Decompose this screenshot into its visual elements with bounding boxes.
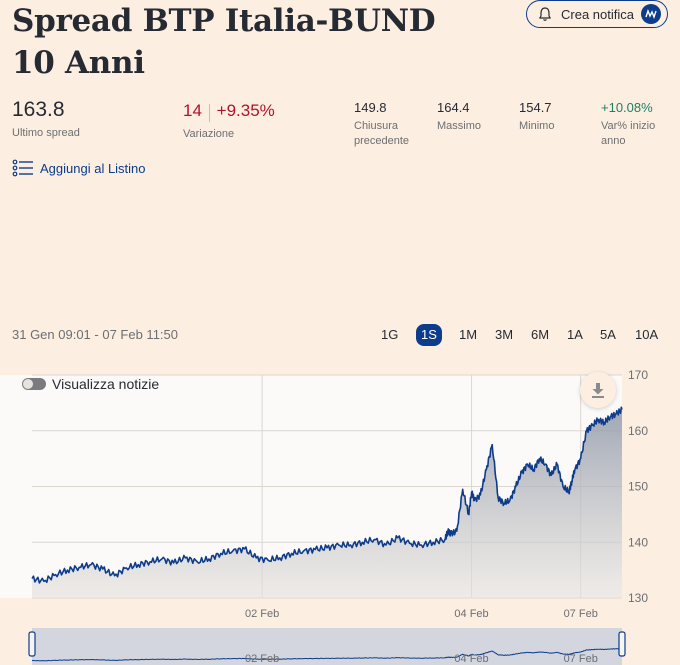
notification-badge-icon — [641, 4, 661, 24]
create-notification-label: Crea notifica — [561, 6, 634, 22]
news-toggle-knob — [23, 379, 33, 389]
x-tick-label-1: 04 Feb — [454, 608, 488, 620]
timeframe-1a[interactable]: 1A — [567, 327, 583, 342]
navigator-handle-right[interactable] — [618, 631, 626, 657]
min-label: Minimo — [519, 120, 555, 132]
prev-close-stat: 149.8 Chiusura precedente — [354, 100, 409, 149]
navigator-handle-left[interactable] — [28, 631, 36, 657]
x-tick-label-0: 02 Feb — [245, 608, 279, 620]
prev-close-value: 149.8 — [354, 100, 387, 115]
y-tick-label-130: 130 — [628, 591, 648, 605]
navigator-tick-label-0: 02 Feb — [245, 653, 279, 665]
bell-icon — [539, 7, 551, 21]
last-spread-stat: 163.8 Ultimo spread — [12, 98, 80, 141]
max-value: 164.4 — [437, 100, 470, 115]
spread-area — [32, 407, 622, 598]
max-stat: 164.4 Massimo — [437, 100, 481, 134]
list-icon — [12, 159, 33, 177]
min-stat: 154.7 Minimo — [519, 100, 554, 134]
timeframe-6m[interactable]: 6M — [531, 327, 550, 342]
last-spread-value: 163.8 — [12, 98, 65, 121]
create-notification-button[interactable]: Crea notifica — [526, 0, 668, 28]
min-value: 154.7 — [519, 100, 552, 115]
add-to-watchlist-button[interactable]: Aggiungi al Listino — [12, 159, 146, 177]
change-abs-value: 14 — [183, 101, 202, 120]
navigator-tick-label-1: 04 Feb — [454, 653, 488, 665]
y-tick-label-160: 160 — [628, 424, 648, 438]
timeframe-3m[interactable]: 3M — [495, 327, 514, 342]
change-pct-value: +9.35% — [216, 101, 275, 120]
change-stat: 14 +9.35% Variazione — [183, 101, 275, 142]
navigator-line — [31, 647, 623, 662]
timeframe-1m[interactable]: 1M — [459, 327, 478, 342]
ytd-label-line1: Var% inizio — [601, 120, 656, 132]
news-toggle-label: Visualizza notizie — [52, 376, 160, 392]
add-to-watchlist-label: Aggiungi al Listino — [40, 160, 146, 176]
date-range-text: 31 Gen 09:01 - 07 Feb 11:50 — [12, 327, 178, 342]
timeframe-1s[interactable]: 1S — [416, 324, 442, 346]
download-icon — [592, 383, 604, 398]
download-button[interactable] — [580, 372, 616, 408]
timeframe-1g[interactable]: 1G — [381, 327, 399, 342]
x-tick-label-2: 07 Feb — [564, 608, 598, 620]
last-spread-label: Ultimo spread — [12, 127, 80, 139]
y-tick-label-170: 170 — [628, 368, 648, 382]
news-toggle[interactable] — [22, 378, 46, 390]
timeframe-10a[interactable]: 10A — [635, 327, 659, 342]
spread-chart: 130 140 150 160 170 02 Feb 04 Feb 07 Feb 02 Feb 0… — [0, 368, 648, 665]
spread-line — [31, 406, 623, 584]
change-divider — [209, 104, 210, 122]
prev-close-label-line1: Chiusura — [354, 120, 399, 132]
ytd-label-line2: anno — [601, 135, 626, 147]
y-tick-label-140: 140 — [628, 535, 648, 549]
prev-close-label-line2: precedente — [354, 135, 410, 147]
timeframe-5a[interactable]: 5A — [600, 327, 616, 342]
y-tick-label-150: 150 — [628, 480, 648, 494]
navigator-background — [32, 628, 622, 665]
change-label: Variazione — [183, 128, 235, 140]
page-title: Spread BTP Italia-BUND 10 Anni — [12, 3, 436, 81]
navigator-tick-label-2: 07 Feb — [564, 653, 598, 665]
ytd-stat: +10.08% Var% inizio anno — [601, 100, 655, 149]
ytd-value: +10.08% — [601, 100, 653, 115]
max-label: Massimo — [437, 120, 482, 132]
